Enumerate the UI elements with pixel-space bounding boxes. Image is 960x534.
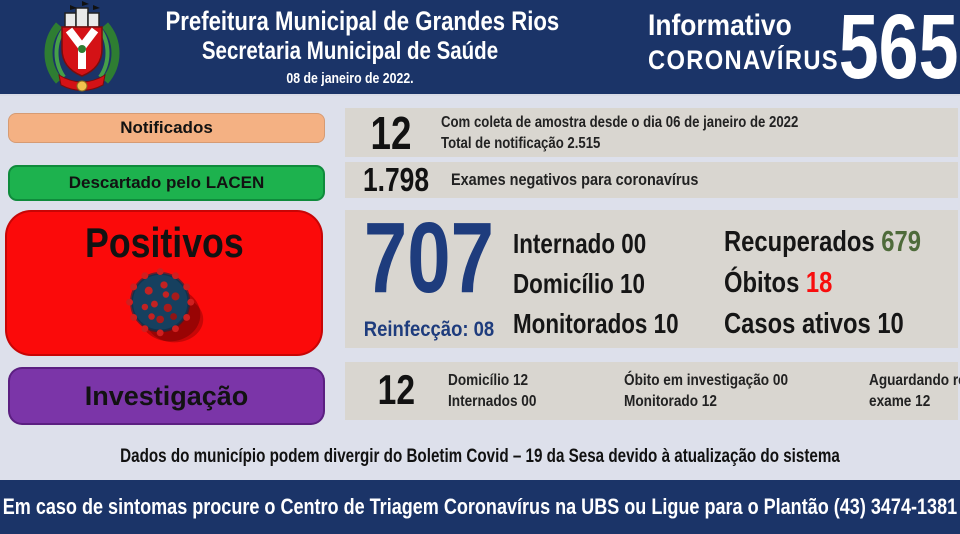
header: Prefeitura Municipal de Grandes Rios Sec… bbox=[0, 0, 960, 96]
coronavirus-label: CORONAVÍRUS bbox=[648, 44, 839, 75]
coronavirus-icon bbox=[126, 268, 204, 343]
notified-detail-line2: Total de notificação 2.515 bbox=[441, 134, 601, 152]
investigation-death-line: Óbito em investigação 00 bbox=[623, 372, 788, 389]
active-cases-value: 10 bbox=[877, 308, 904, 340]
header-titles: Prefeitura Municipal de Grandes Rios Sec… bbox=[165, 6, 560, 87]
main-content: Notificados Descartado pelo LACEN Positi… bbox=[0, 98, 960, 480]
footer: Em caso de sintomas procure o Centro de … bbox=[0, 480, 960, 534]
deaths-label: Óbitos bbox=[723, 267, 800, 299]
hospitalized-value: 00 bbox=[621, 228, 647, 259]
footer-message: Em caso de sintomas procure o Centro de … bbox=[2, 494, 958, 519]
positives-category-box: Positivos bbox=[5, 210, 323, 356]
notified-count: 12 bbox=[370, 106, 412, 159]
investigation-count: 12 bbox=[377, 366, 416, 413]
monitored-label: Monitorados bbox=[513, 308, 648, 339]
investigation-monitored-line: Monitorado 12 bbox=[623, 393, 717, 410]
positives-count: 707 bbox=[363, 202, 495, 314]
investigation-stats-panel: 12 Domicílio 12 Internados 00 Óbito em i… bbox=[345, 362, 960, 420]
notified-label: Notificados bbox=[120, 118, 213, 137]
investigation-hospitalized-line: Internados 00 bbox=[447, 393, 537, 410]
deaths-value: 18 bbox=[805, 267, 833, 299]
disclaimer-note: Dados do município podem divergir do Bol… bbox=[120, 446, 840, 467]
home-isolation-stat: Domicílio 10 bbox=[513, 264, 679, 304]
recovered-stat: Recuperados 679 bbox=[724, 222, 921, 263]
recovered-value: 679 bbox=[881, 226, 921, 258]
positives-stats-panel: 707 Reinfecção: 08 Internado 00 Domicíli… bbox=[345, 202, 958, 348]
recovered-label: Recuperados bbox=[723, 226, 875, 258]
notified-category-pill: Notificados bbox=[8, 113, 325, 143]
investigation-label: Investigação bbox=[84, 380, 249, 411]
discarded-stats-panel: 1.798 Exames negativos para coronavírus bbox=[345, 161, 958, 198]
active-cases-label: Casos ativos bbox=[723, 308, 871, 340]
monitored-stat: Monitorados 10 bbox=[513, 304, 679, 344]
bulletin-number: 565 bbox=[838, 0, 958, 98]
hospitalized-label: Internado bbox=[513, 228, 616, 259]
reinfection-count: Reinfecção: 08 bbox=[363, 318, 495, 341]
investigation-category-pill: Investigação bbox=[8, 367, 325, 425]
info-label: Informativo bbox=[648, 9, 792, 42]
municipal-coat-of-arms-icon bbox=[28, 1, 136, 94]
discarded-label: Descartado pelo LACEN bbox=[68, 173, 265, 192]
title-line-1: Prefeitura Municipal de Grandes Rios bbox=[165, 6, 560, 36]
awaiting-result-line2: exame 12 bbox=[868, 393, 930, 410]
discarded-detail: Exames negativos para coronavírus bbox=[451, 170, 699, 189]
notified-stats-panel: 12 Com coleta de amostra desde o dia 06 … bbox=[345, 106, 958, 159]
positives-label: Positivos bbox=[84, 219, 244, 266]
notified-detail-line1: Com coleta de amostra desde o dia 06 de … bbox=[441, 113, 799, 131]
bulletin-date: 08 de janeiro de 2022. bbox=[286, 69, 414, 87]
hospitalized-stat: Internado 00 bbox=[513, 224, 679, 264]
title-line-2: Secretaria Municipal de Saúde bbox=[201, 37, 499, 66]
discarded-count: 1.798 bbox=[362, 161, 430, 198]
monitored-value: 10 bbox=[653, 308, 679, 339]
home-isolation-value: 10 bbox=[620, 268, 645, 299]
investigation-home-line: Domicílio 12 bbox=[447, 372, 528, 389]
active-cases-stat: Casos ativos 10 bbox=[724, 304, 921, 345]
discarded-category-pill: Descartado pelo LACEN bbox=[8, 165, 325, 201]
home-isolation-label: Domicílio bbox=[513, 268, 614, 299]
header-info-block: Informativo CORONAVÍRUS bbox=[648, 9, 839, 77]
deaths-stat: Óbitos 18 bbox=[724, 263, 921, 304]
coat-of-arms-graphic bbox=[44, 1, 120, 92]
awaiting-result-line1: Aguardando resultado de bbox=[868, 372, 960, 389]
